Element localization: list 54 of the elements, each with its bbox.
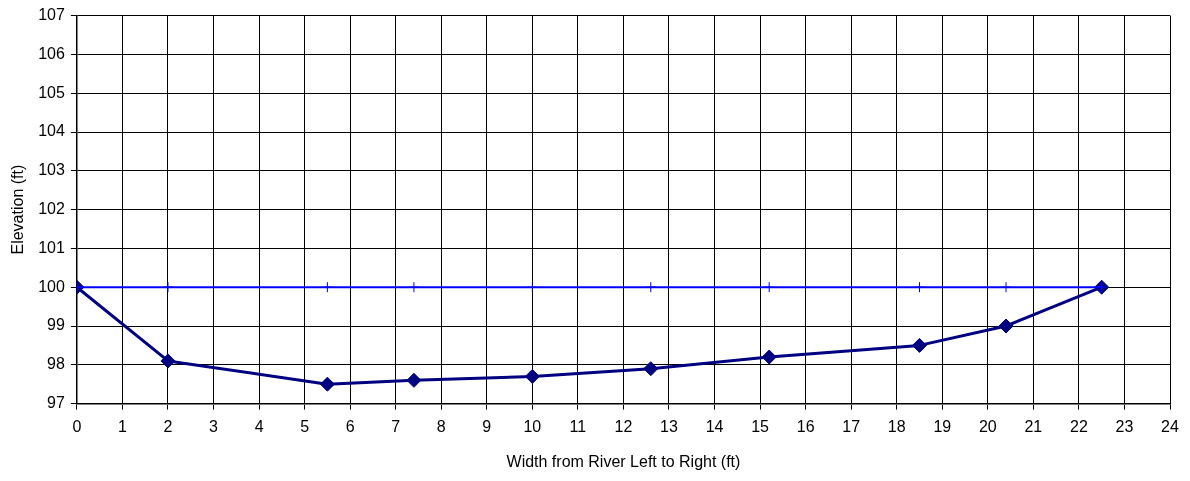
point [406, 372, 422, 388]
x-tick-label: 22 [1070, 417, 1088, 435]
x-tick-label: 12 [614, 417, 633, 435]
x-tick-label: 21 [1024, 417, 1043, 435]
x-tick-label: 3 [209, 417, 219, 435]
x-tick-label: 11 [569, 417, 587, 435]
y-tick-label: 102 [38, 200, 65, 218]
x-tick-label: 10 [523, 417, 542, 435]
x-tick-label: 16 [796, 417, 815, 435]
y-tick-label: 99 [47, 316, 65, 334]
point [998, 318, 1014, 334]
x-tick-label: 9 [482, 417, 492, 435]
point [526, 281, 538, 293]
x-tick-label: 6 [345, 417, 355, 435]
point [761, 349, 777, 365]
x-tick-label: 1 [117, 417, 127, 435]
y-tick-label: 101 [38, 238, 65, 256]
point [645, 281, 657, 293]
x-tick-label: 13 [660, 417, 678, 435]
y-tick-label: 105 [38, 83, 65, 101]
point [763, 281, 775, 293]
x-tick-label: 23 [1115, 417, 1134, 435]
x-tick-label: 4 [254, 417, 264, 435]
point [319, 376, 335, 392]
y-tick-label: 107 [38, 6, 65, 24]
y-tick-label: 98 [47, 355, 65, 373]
x-tick-label: 24 [1161, 417, 1179, 435]
x-tick-label: 18 [887, 417, 906, 435]
point [524, 368, 540, 384]
point [643, 361, 659, 377]
y-axis-title: Elevation (ft) [9, 164, 27, 255]
point [160, 353, 176, 369]
x-tick-label: 7 [391, 417, 401, 435]
point [162, 281, 174, 293]
x-tick-label: 2 [163, 417, 173, 435]
x-tick-label: 14 [705, 417, 724, 435]
x-tick-label: 20 [978, 417, 997, 435]
y-tick-label: 103 [38, 161, 65, 179]
point [1000, 281, 1012, 293]
x-tick-label: 0 [72, 417, 82, 435]
x-tick-label: 15 [751, 417, 770, 435]
point [408, 281, 420, 293]
y-tick-label: 104 [38, 122, 65, 140]
y-tick-label: 97 [47, 394, 65, 412]
y-tick-label: 100 [38, 277, 65, 295]
point [912, 337, 927, 353]
x-tick-label: 8 [436, 417, 446, 435]
x-tick-label: 19 [933, 417, 952, 435]
y-tick-label: 106 [38, 44, 65, 62]
point [321, 281, 333, 293]
point [914, 281, 925, 293]
x-tick-label: 5 [300, 417, 310, 435]
x-tick-label: 17 [842, 417, 861, 435]
x-axis-title: Width from River Left to Right (ft) [506, 452, 741, 470]
